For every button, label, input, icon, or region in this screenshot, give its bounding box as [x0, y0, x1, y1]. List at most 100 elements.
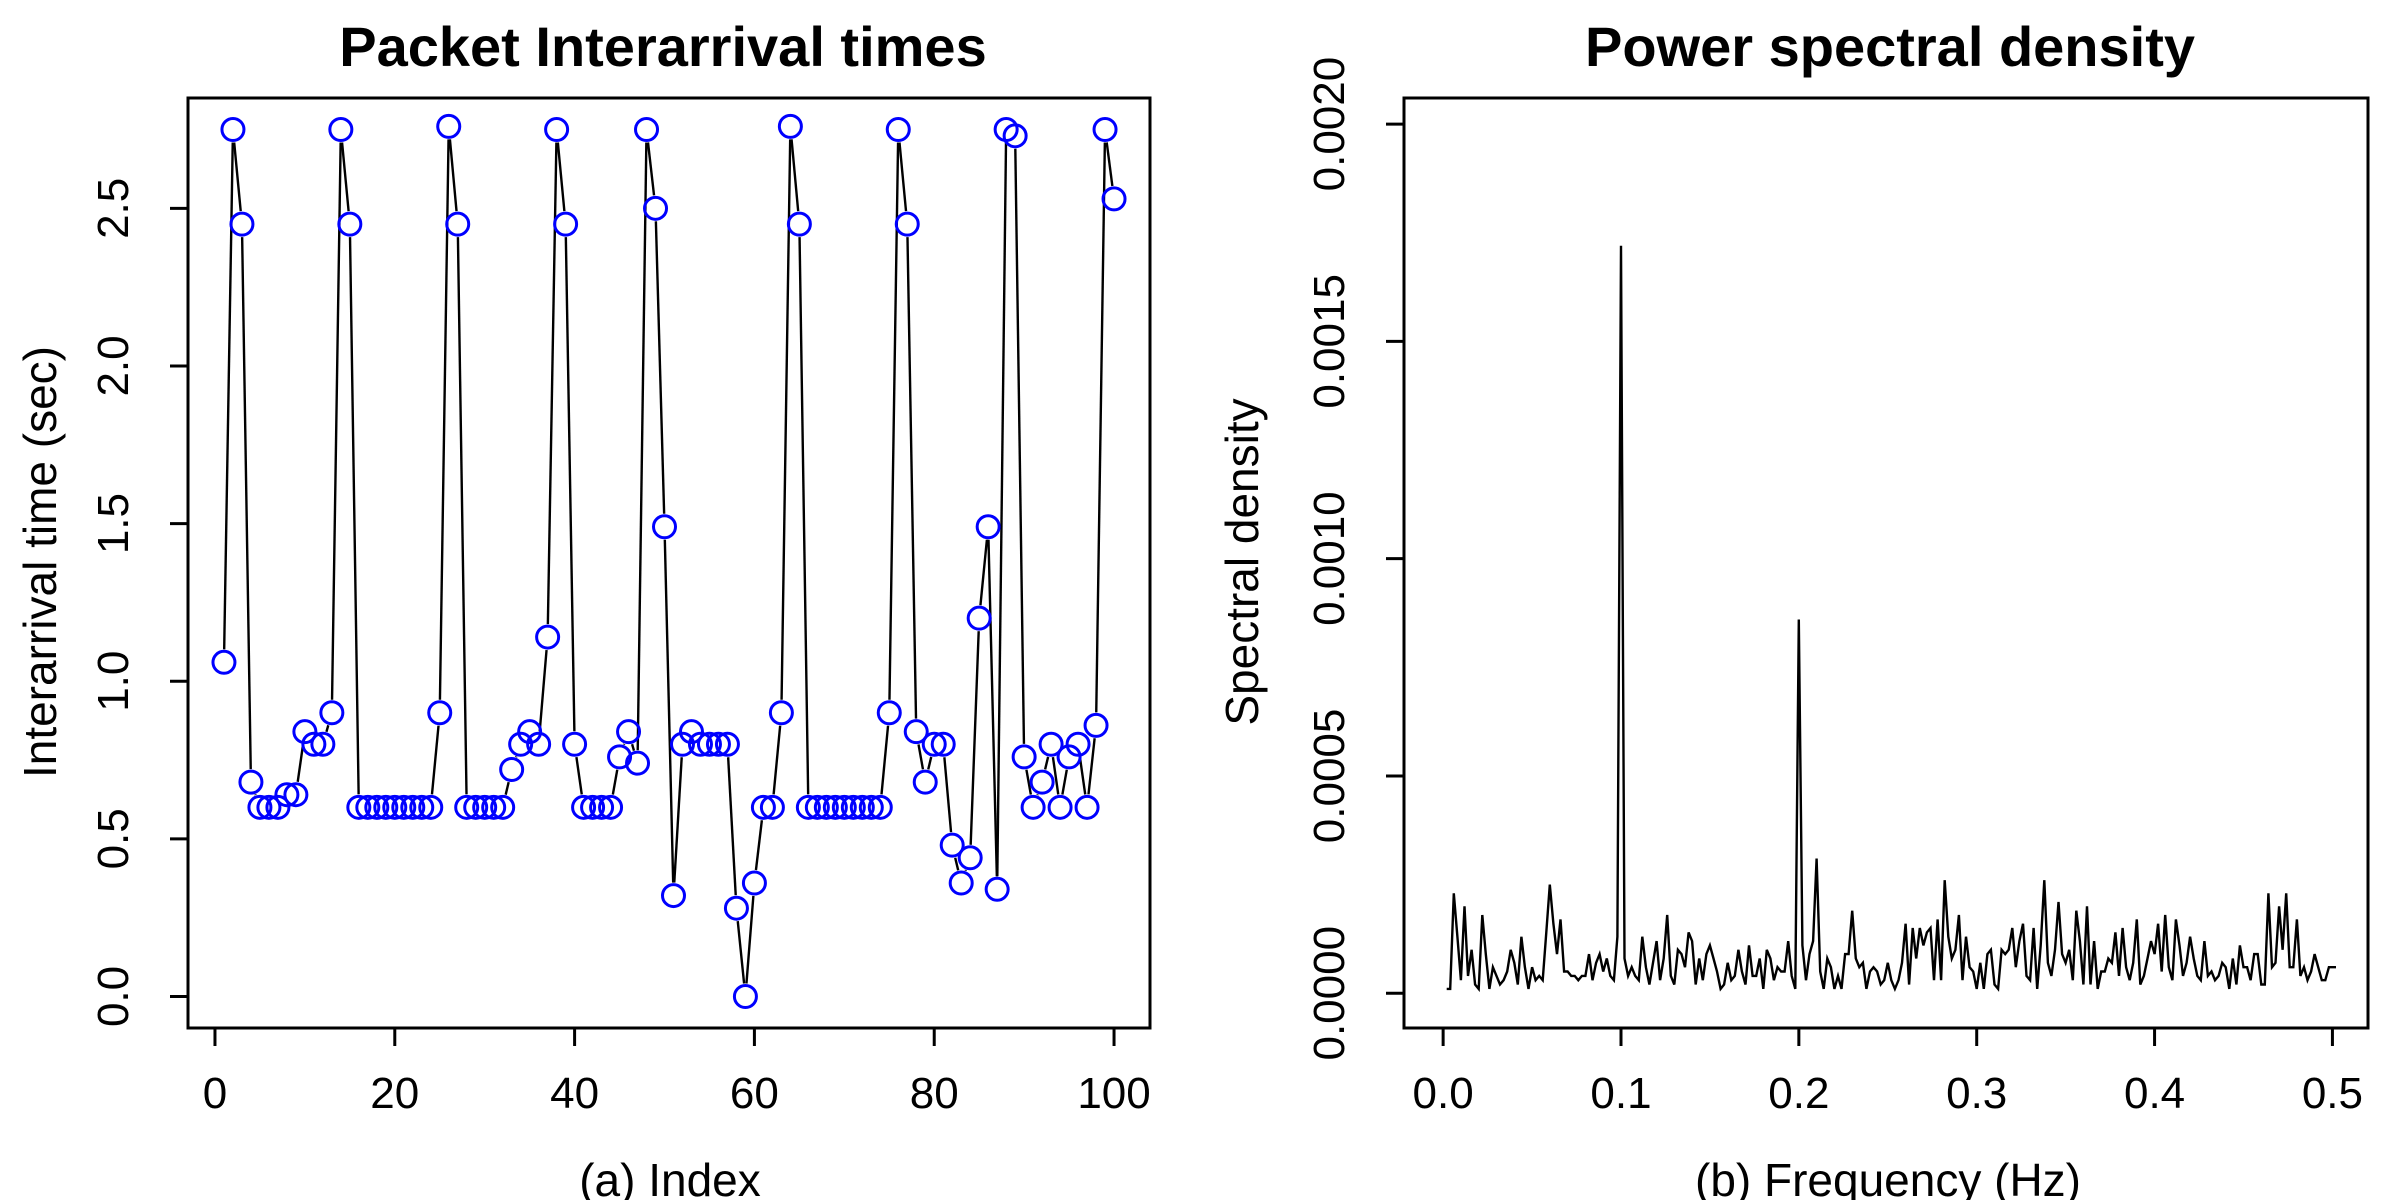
data-point	[948, 870, 974, 896]
data-point	[1092, 117, 1118, 143]
data-point	[759, 794, 785, 820]
data-point	[580, 794, 606, 820]
data-point	[481, 794, 507, 820]
data-point	[1083, 712, 1109, 738]
data-point	[1011, 744, 1037, 770]
data-point	[795, 794, 821, 820]
x-tick-label-b: 0.1	[1590, 1069, 1651, 1118]
connecting-segment	[790, 139, 800, 212]
y-axis-label-a: Interarrival time (sec)	[14, 346, 66, 778]
connecting-segment	[564, 237, 576, 732]
data-point	[1038, 731, 1064, 757]
x-tick-label-a: 20	[370, 1069, 419, 1118]
y-tick-label-b: 0.0015	[1305, 274, 1354, 409]
x-tick-label-a: 40	[550, 1069, 599, 1118]
connecting-segment	[1061, 769, 1068, 795]
connecting-segment	[296, 744, 305, 783]
data-point	[607, 744, 633, 770]
data-point	[822, 794, 848, 820]
data-point	[337, 211, 363, 237]
y-tick-label-a: 0.5	[89, 808, 138, 869]
connecting-segment	[1025, 769, 1033, 795]
connecting-segment	[636, 142, 648, 751]
connecting-segment	[1051, 756, 1060, 795]
connecting-segment	[798, 237, 810, 795]
connecting-segment	[546, 142, 558, 625]
data-point	[984, 876, 1010, 902]
data-point	[867, 794, 893, 820]
data-point	[643, 195, 669, 221]
connecting-segment	[880, 725, 890, 795]
x-tick-label-a: 60	[730, 1069, 779, 1118]
y-tick-label-a: 2.0	[89, 335, 138, 396]
connecting-segment	[906, 237, 918, 719]
data-point	[400, 794, 426, 820]
connecting-segment	[556, 142, 566, 212]
data-point	[445, 211, 471, 237]
data-point	[903, 719, 929, 745]
y-tick-label-a: 1.0	[89, 651, 138, 712]
connecting-segment	[745, 895, 755, 984]
y-axis-label-b: Spectral density	[1216, 398, 1268, 725]
data-point	[238, 769, 264, 795]
data-point	[849, 794, 875, 820]
connecting-segment	[240, 237, 252, 770]
data-point	[894, 211, 920, 237]
data-point	[804, 794, 830, 820]
connecting-segment	[736, 921, 746, 984]
data-point	[319, 700, 345, 726]
data-point	[1002, 123, 1028, 149]
connecting-segment	[575, 756, 583, 795]
data-point	[346, 794, 372, 820]
data-point	[876, 700, 902, 726]
data-point	[283, 782, 309, 808]
y-tick-label-a: 1.5	[89, 493, 138, 554]
panel-interarrival-times: Packet Interarrival times 0 20 40 60 80 100 0…	[14, 15, 1152, 1200]
x-tick-label-a: 80	[910, 1069, 959, 1118]
x-axis-label-b: (b) Frequency (Hz)	[1695, 1154, 2081, 1200]
data-point	[391, 794, 417, 820]
data-point	[364, 794, 390, 820]
data-point	[526, 731, 552, 757]
connecting-segment	[448, 139, 458, 212]
connecting-segment	[504, 781, 510, 795]
connecting-segment	[673, 757, 683, 883]
y-tick-label-a: 2.5	[89, 178, 138, 239]
data-point	[750, 794, 776, 820]
connecting-segment	[1105, 142, 1114, 187]
connecting-segment	[888, 142, 900, 700]
data-point	[714, 731, 740, 757]
data-point	[777, 113, 803, 139]
x-tick-label-b: 0.3	[1946, 1069, 2007, 1118]
data-point	[301, 731, 327, 757]
data-point	[1056, 744, 1082, 770]
connecting-segment	[438, 139, 450, 700]
series-spectrum-b	[1446, 245, 2336, 993]
data-point	[912, 769, 938, 795]
x-axis-label-a: (a) Index	[579, 1154, 761, 1200]
y-axis-b: 0.0000 0.0005 0.0010 0.0015 0.0020	[1305, 57, 1406, 1061]
panel-power-spectral-density: Power spectral density 0.0 0.1 0.2 0.3 0.4 0.…	[1216, 15, 2370, 1200]
data-point	[652, 514, 678, 540]
data-point	[930, 731, 956, 757]
data-point	[786, 211, 812, 237]
data-point	[463, 794, 489, 820]
connecting-segment	[456, 237, 468, 795]
connecting-segment	[232, 142, 242, 212]
data-point	[490, 794, 516, 820]
data-point	[409, 794, 435, 820]
data-point	[382, 794, 408, 820]
data-point	[553, 211, 579, 237]
data-point	[957, 845, 983, 871]
data-point	[678, 719, 704, 745]
data-point	[975, 514, 1001, 540]
connecting-segment	[969, 631, 980, 845]
connecting-segment	[954, 857, 960, 871]
data-point	[634, 117, 660, 143]
y-tick-label-b: 0.0005	[1305, 709, 1354, 844]
data-point	[921, 731, 947, 757]
y-tick-label-b: 0.0020	[1305, 57, 1354, 192]
data-point	[328, 117, 354, 143]
connecting-segment	[646, 142, 656, 196]
